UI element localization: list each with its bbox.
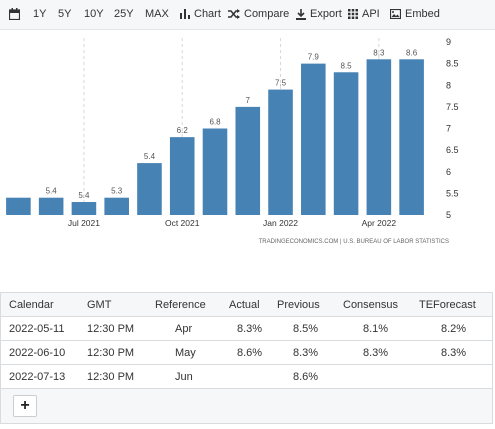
row-previous: 8.3% — [293, 347, 319, 359]
row-reference: Apr — [175, 323, 193, 335]
image-icon — [390, 9, 401, 19]
header-gmt: GMT — [87, 299, 112, 311]
bar-value-label: 8.3 — [373, 48, 385, 57]
bar — [38, 197, 64, 215]
row-actual: 8.3% — [237, 323, 263, 335]
x-tick-label: Oct 2021 — [165, 218, 200, 228]
bar-value-label: 7.9 — [308, 53, 320, 62]
y-tick-label: 8.5 — [446, 59, 459, 69]
table-row: 2022-07-13 12:30 PM Jun 8.6% — [1, 365, 492, 389]
bar — [268, 89, 293, 215]
header-actual: Actual — [229, 299, 260, 311]
add-row-button[interactable]: + — [13, 395, 37, 417]
shuffle-icon — [228, 9, 240, 19]
bar — [399, 59, 424, 215]
bar-chart-icon — [180, 9, 190, 19]
compare-button[interactable]: Compare — [228, 8, 289, 20]
row-reference: Jun — [175, 371, 193, 383]
row-consensus: 8.3% — [363, 347, 389, 359]
inflation-bar-chart: 5.4 5.4 5.3 5.4 6.2 6.8 7 7.5 7.9 8.5 8.3 8.6 Jul 20… — [6, 37, 459, 245]
y-tick-label: 7.5 — [446, 102, 459, 112]
chart-area: 5.4 5.4 5.3 5.4 6.2 6.8 7 7.5 7.9 8.5 8.3 8.6 Jul 20… — [0, 31, 495, 253]
row-date: 2022-07-13 — [9, 371, 66, 383]
y-tick-label: 6.5 — [446, 145, 459, 155]
x-tick-label: Jan 2022 — [263, 218, 298, 228]
export-label: Export — [310, 8, 342, 20]
header-reference: Reference — [155, 299, 206, 311]
table-footer: + — [1, 389, 492, 423]
header-forecast: TEForecast — [419, 299, 476, 311]
y-tick-label: 9 — [446, 37, 451, 47]
row-reference: May — [175, 347, 196, 359]
bar-value-label: 6.8 — [209, 118, 221, 127]
grid-icon — [348, 9, 358, 19]
api-button[interactable]: API — [348, 8, 380, 20]
row-date: 2022-05-11 — [9, 323, 65, 335]
bar — [333, 72, 359, 216]
bar — [366, 59, 392, 215]
y-tick-label: 5.5 — [446, 188, 459, 198]
download-icon — [296, 8, 306, 20]
calendar-table: Calendar GMT Reference Actual Previous C… — [0, 292, 493, 424]
row-forecast: 8.2% — [441, 323, 467, 335]
row-previous: 8.6% — [293, 371, 319, 383]
bar — [104, 197, 129, 215]
row-actual: 8.6% — [237, 347, 263, 359]
bar-value-label: 6.2 — [177, 126, 189, 135]
source-label: TRADINGECONOMICS.COM | U.S. BUREAU OF LA… — [259, 239, 449, 245]
header-previous: Previous — [277, 299, 320, 311]
header-calendar: Calendar — [9, 299, 54, 311]
chart-type-button[interactable]: Chart — [180, 8, 221, 20]
bar — [235, 106, 261, 215]
bar — [6, 197, 31, 215]
bar-value-label: 7.5 — [275, 79, 287, 88]
y-tick-label: 5 — [446, 210, 451, 220]
bar — [202, 128, 228, 215]
range-1y-button[interactable]: 1Y — [33, 8, 47, 20]
calendar-icon[interactable] — [9, 8, 24, 20]
bar-value-label: 8.6 — [406, 48, 418, 57]
x-tick-label: Jul 2021 — [68, 218, 100, 228]
y-tick-label: 8 — [446, 80, 451, 90]
y-tick-label: 6 — [446, 167, 451, 177]
x-tick-label: Apr 2022 — [362, 218, 397, 228]
bar-value-label: 7 — [246, 96, 251, 105]
row-forecast: 8.3% — [441, 347, 467, 359]
chart-type-label: Chart — [194, 8, 221, 20]
header-consensus: Consensus — [343, 299, 399, 311]
row-date: 2022-06-10 — [9, 347, 66, 359]
bar-value-label: 5.4 — [78, 191, 90, 200]
api-label: API — [362, 8, 380, 20]
embed-button[interactable]: Embed — [390, 8, 440, 20]
range-5y-button[interactable]: 5Y — [58, 8, 72, 20]
row-previous: 8.5% — [293, 323, 319, 335]
table-row: 2022-05-11 12:30 PM Apr 8.3% 8.5% 8.1% 8… — [1, 317, 492, 341]
bar — [71, 202, 97, 215]
compare-label: Compare — [244, 8, 290, 20]
range-25y-button[interactable]: 25Y — [114, 8, 134, 20]
bar-value-label: 8.5 — [341, 61, 353, 70]
table-row: 2022-06-10 12:30 PM May 8.6% 8.3% 8.3% 8… — [1, 341, 492, 365]
bar — [169, 137, 195, 215]
bar — [137, 163, 162, 215]
range-10y-button[interactable]: 10Y — [84, 8, 104, 20]
embed-label: Embed — [405, 8, 440, 20]
bar — [301, 63, 326, 215]
export-button[interactable]: Export — [296, 8, 342, 20]
row-time: 12:30 PM — [87, 347, 135, 359]
row-time: 12:30 PM — [87, 371, 135, 383]
table-header: Calendar GMT Reference Actual Previous C… — [1, 293, 492, 317]
row-time: 12:30 PM — [87, 323, 135, 335]
row-consensus: 8.1% — [363, 323, 389, 335]
bar-value-label: 5.4 — [144, 152, 156, 161]
chart-toolbar: 1Y 5Y 10Y 25Y MAX Chart Compare Export A… — [0, 0, 495, 30]
bar-value-label: 5.3 — [111, 187, 123, 196]
y-tick-label: 7 — [446, 124, 451, 134]
bar-value-label: 5.4 — [46, 187, 58, 196]
range-max-button[interactable]: MAX — [145, 8, 169, 20]
